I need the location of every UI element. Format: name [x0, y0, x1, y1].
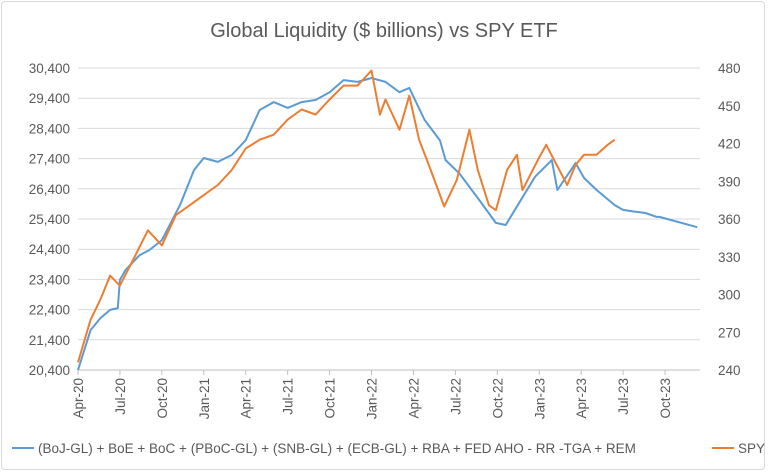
y-right-tick-label: 240: [718, 363, 741, 378]
y-left-tick-label: 27,400: [29, 152, 70, 167]
x-tick-label: Jul-20: [113, 378, 128, 415]
x-tick-label: Apr-22: [406, 378, 421, 419]
x-tick-label: Jul-21: [281, 378, 296, 415]
y-left-tick-label: 28,400: [29, 121, 70, 136]
x-tick-label: Oct-21: [323, 378, 338, 419]
y-right-tick-label: 420: [718, 137, 741, 152]
chart-title: Global Liquidity ($ billions) vs SPY ETF: [210, 20, 558, 42]
liquidity-line: [77, 77, 698, 371]
legend-label-liquidity: (BoJ-GL) + BoE + BoC + (PBoC-GL) + (SNB-…: [38, 441, 636, 456]
legend: (BoJ-GL) + BoE + BoC + (PBoC-GL) + (SNB-…: [12, 441, 765, 456]
x-tick-label: Jan-21: [197, 378, 212, 419]
y-right-tick-label: 390: [718, 174, 741, 189]
y-right-tick-label: 480: [718, 61, 741, 76]
y-left-tick-label: 21,400: [29, 333, 70, 348]
x-tick-label: Apr-23: [574, 378, 589, 419]
y-right-tick-label: 300: [718, 288, 741, 303]
legend-label-spy: SPY: [738, 441, 765, 456]
y-left-tick-label: 24,400: [29, 242, 70, 257]
y-left-tick-label: 29,400: [29, 91, 70, 106]
x-tick-label: Jan-22: [365, 378, 380, 419]
x-tick-label: Jul-22: [448, 378, 463, 415]
x-tick-label: Apr-21: [239, 378, 254, 419]
spy-line: [77, 69, 616, 363]
y-left-tick-label: 20,400: [29, 363, 70, 378]
y-right-tick-label: 330: [718, 250, 741, 265]
x-tick-label: Jan-23: [532, 378, 547, 419]
x-tick-label: Oct-23: [658, 378, 673, 419]
y-left-tick-label: 26,400: [29, 182, 70, 197]
x-tick-label: Jul-23: [616, 378, 631, 415]
y-right-tick-label: 450: [718, 99, 741, 114]
x-tick-label: Apr-20: [71, 378, 86, 419]
x-tick-label: Oct-20: [155, 378, 170, 419]
y-left-tick-label: 22,400: [29, 303, 70, 318]
y-left-tick-label: 25,400: [29, 212, 70, 227]
y-left-tick-label: 23,400: [29, 272, 70, 287]
y-right-tick-label: 270: [718, 325, 741, 340]
y-left-tick-label: 30,400: [29, 61, 70, 76]
x-tick-label: Oct-22: [490, 378, 505, 419]
y-right-tick-label: 360: [718, 212, 741, 227]
